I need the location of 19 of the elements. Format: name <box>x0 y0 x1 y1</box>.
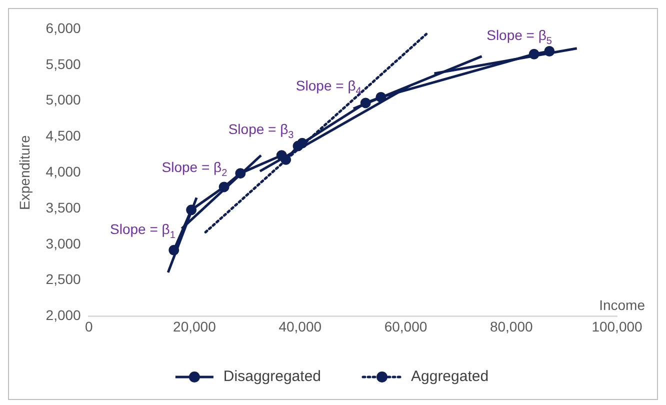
y-tick-label: 4,500 <box>46 128 82 144</box>
y-tick-label: 3,000 <box>46 235 82 252</box>
x-tick-label: 100,000 <box>592 318 643 334</box>
x-tick-label: 40,000 <box>278 318 322 334</box>
x-tick-label: 20,000 <box>173 318 216 334</box>
y-tick-label: 6,000 <box>46 20 82 36</box>
y-tick-label: 4,000 <box>46 163 82 180</box>
y-tick-label: 2,500 <box>46 271 82 288</box>
legend-label: Aggregated <box>411 368 489 386</box>
y-tick-label: 5,000 <box>46 92 82 108</box>
y-axis-title: Expenditure <box>16 135 32 210</box>
x-axis-title: Income <box>599 297 646 314</box>
x-tick-label: 80,000 <box>490 318 533 334</box>
legend-label: Disaggregated <box>223 368 322 386</box>
y-tick-label: 3,500 <box>46 199 82 216</box>
x-tick-label: 0 <box>84 318 93 334</box>
x-tick-label: 60,000 <box>384 318 428 334</box>
y-tick-label: 5,500 <box>46 56 82 72</box>
y-tick-label: 2,000 <box>46 307 82 324</box>
